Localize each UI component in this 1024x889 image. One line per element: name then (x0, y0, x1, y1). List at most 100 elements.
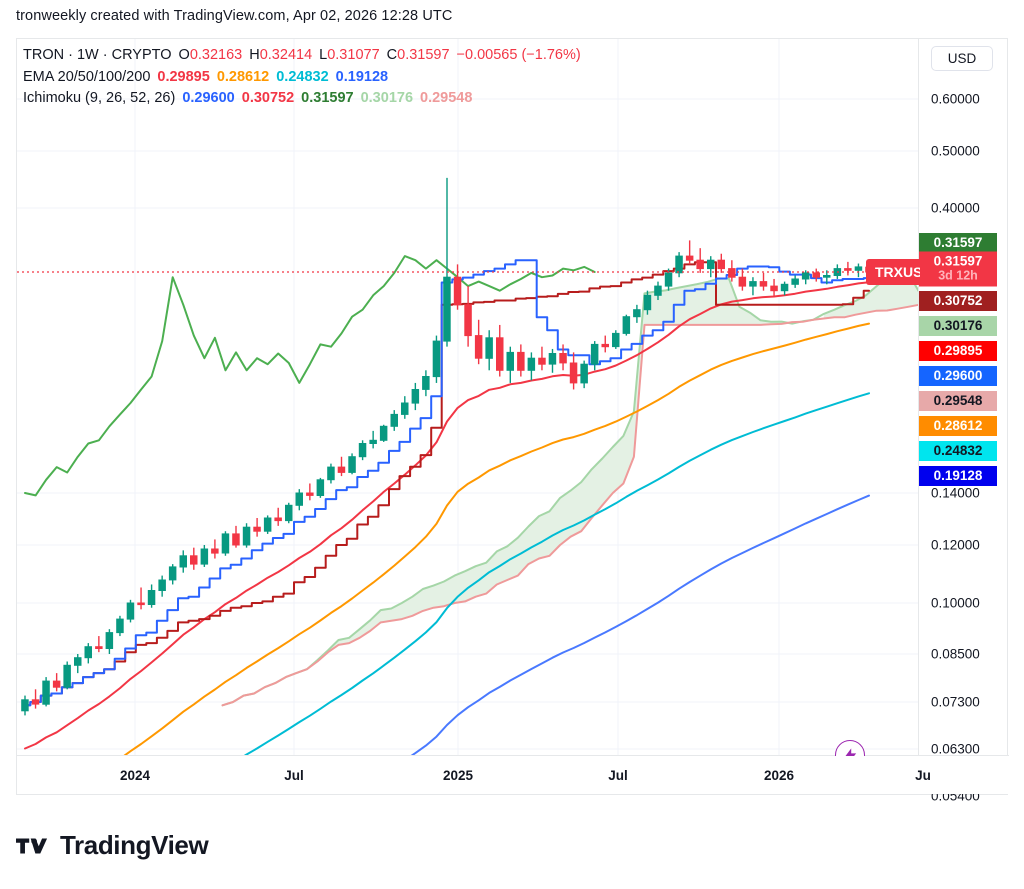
candle-body (390, 413, 398, 427)
candle-body (474, 335, 483, 359)
tenkan-sen-line (24, 259, 870, 707)
chart-frame: TRXUSD (16, 38, 1009, 804)
zap-glyph (844, 747, 856, 756)
candle-body (580, 363, 588, 384)
candle-body (63, 664, 71, 688)
candle-body (801, 272, 810, 280)
candle-body (675, 255, 683, 274)
candle-body (506, 351, 514, 371)
candle-body (84, 646, 92, 659)
candle-body (242, 526, 251, 546)
candle-body (316, 479, 325, 496)
currency-button[interactable]: USD (931, 46, 993, 71)
price-value-label-text: 0.29895 (933, 343, 983, 358)
price-value-label-0-30176-3[interactable]: 0.30176 (919, 316, 997, 336)
candle-body (633, 309, 641, 318)
ema-200-line (409, 494, 870, 756)
footer-brand: TradingView (16, 830, 209, 861)
candle-body (654, 285, 662, 296)
price-value-label-0-31597-0[interactable]: 0.31597 (919, 233, 997, 253)
time-tick-5: Ju (915, 768, 931, 783)
candle-body (263, 517, 272, 532)
price-value-label-text: 0.31597 (933, 235, 983, 250)
candle-body (274, 517, 282, 522)
grid-lines (17, 39, 920, 756)
price-value-label-0-24832-8[interactable]: 0.24832 (919, 441, 997, 461)
zap-icon[interactable] (835, 740, 865, 756)
candle-body (337, 466, 346, 473)
price-value-label-0-30752-2[interactable]: 0.30752 (919, 291, 997, 311)
candle-body (411, 389, 420, 404)
chart-canvas (17, 39, 920, 756)
price-tag-trxusd: TRXUSD (866, 259, 920, 286)
candle-body (379, 425, 388, 441)
candle-body (612, 332, 620, 348)
candle-body (685, 255, 694, 261)
candle-body (759, 281, 768, 287)
candle-body (643, 294, 652, 311)
candle-body (548, 353, 557, 365)
candle-body (696, 259, 704, 270)
candle-body (137, 602, 145, 606)
candle-body (179, 555, 187, 568)
price-value-label-0-29600-5[interactable]: 0.29600 (919, 366, 997, 386)
candle-body (285, 504, 293, 522)
price-tick-2: 0.40000 (931, 200, 980, 216)
price-value-label-text: 0.30176 (933, 318, 983, 333)
time-tick-1: Jul (284, 768, 304, 783)
price-value-label-text: 0.28612 (933, 418, 983, 433)
candle-body (31, 699, 40, 705)
candle-body (190, 555, 198, 565)
candle-body (200, 548, 209, 565)
candle-body (116, 618, 124, 634)
candle-body (348, 456, 356, 473)
price-tag-label: TRXUSD (875, 264, 920, 281)
cloud-bullish (317, 278, 782, 662)
ema-100-line (242, 392, 870, 756)
ema-50-line (122, 322, 870, 756)
price-value-label-0-29548-6[interactable]: 0.29548 (919, 391, 997, 411)
chikou-span-line (24, 255, 596, 497)
chart-plot-area[interactable]: TRXUSD (17, 39, 920, 756)
candle-body (168, 566, 177, 581)
candle-body (728, 268, 736, 278)
price-value-label-0-31597-1[interactable]: 0.31597 3d 12h (919, 251, 997, 287)
candle-body (443, 276, 451, 342)
price-value-label-text: 0.29600 (933, 368, 983, 383)
price-value-label-0-19128-9[interactable]: 0.19128 (919, 466, 997, 486)
candle-body (717, 259, 725, 270)
candle-body (569, 362, 578, 384)
candle-body (358, 443, 367, 458)
currency-button-label: USD (947, 51, 977, 66)
price-tick-6: 0.08500 (931, 646, 980, 662)
price-value-label-text: 0.24832 (933, 443, 983, 458)
candle-body (306, 492, 314, 496)
candle-body (295, 492, 303, 506)
price-tick-3: 0.14000 (931, 485, 980, 501)
time-axis[interactable]: 2024 Jul 2025 Jul 2026 Ju (17, 755, 1009, 794)
candle-body (369, 439, 377, 444)
candle-body (770, 285, 778, 292)
price-axis[interactable]: USD 0.60000 0.50000 0.40000 0.14000 0.12000 0… (918, 39, 1007, 804)
candle-body (211, 548, 219, 554)
candle-body (221, 533, 230, 554)
price-value-label-0-28612-7[interactable]: 0.28612 (919, 416, 997, 436)
candlestick-series (21, 177, 873, 716)
price-countdown-text: 3d 12h (938, 268, 978, 283)
candle-body (105, 632, 114, 649)
candle-body (253, 526, 261, 532)
price-tick-4: 0.12000 (931, 537, 980, 553)
candle-body (812, 272, 820, 278)
candle-body (147, 590, 156, 605)
candle-body (496, 337, 504, 371)
candle-body (422, 376, 430, 390)
price-value-label-text: 0.29548 (933, 393, 983, 408)
price-tick-8: 0.06300 (931, 741, 980, 757)
candle-body (95, 646, 103, 650)
price-value-label-0-29895-4[interactable]: 0.29895 (919, 341, 997, 361)
candle-body (823, 275, 831, 278)
candle-body (464, 304, 472, 337)
candle-body (52, 680, 61, 688)
candle-body (126, 602, 135, 620)
price-tick-5: 0.10000 (931, 595, 980, 611)
